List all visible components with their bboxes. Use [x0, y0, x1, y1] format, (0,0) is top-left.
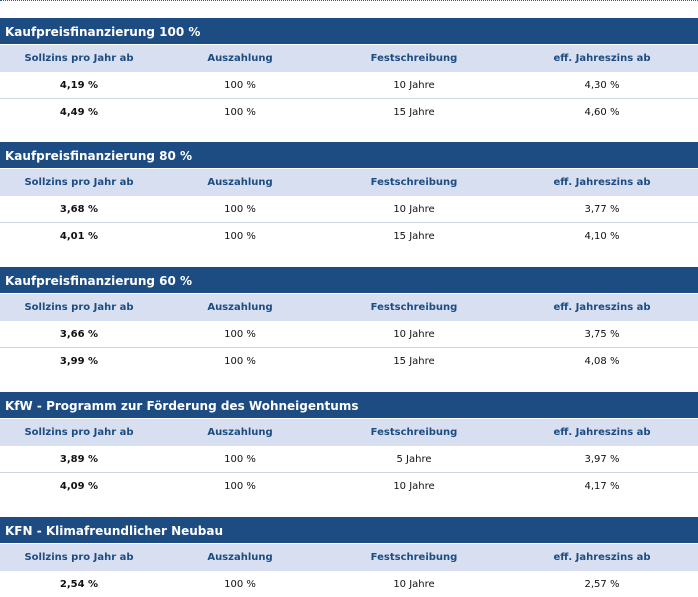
- col-eff-jahreszins: eff. Jahreszins ab: [553, 427, 651, 438]
- section-title: KFN - Klimafreundlicher Neubau: [0, 517, 698, 543]
- col-eff-jahreszins: eff. Jahreszins ab: [553, 302, 651, 313]
- col-sollzins: Sollzins pro Jahr ab: [24, 427, 134, 438]
- table-row: 4,19 % 100 % 10 Jahre 4,30 %: [0, 72, 698, 99]
- cell-sollzins: 4,09 %: [59, 480, 99, 492]
- rate-table-kfw: KfW - Programm zur Förderung des Wohneig…: [0, 392, 698, 499]
- cell-sollzins: 4,19 %: [59, 79, 99, 91]
- col-auszahlung: Auszahlung: [207, 177, 273, 188]
- table-header: Sollzins pro Jahr ab Auszahlung Festschr…: [0, 168, 698, 196]
- col-auszahlung: Auszahlung: [207, 302, 273, 313]
- section-title: Kaufpreisfinanzierung 100 %: [0, 18, 698, 44]
- cell-festschreibung: 10 Jahre: [393, 480, 435, 492]
- top-dotted-divider: [0, 0, 698, 4]
- col-festschreibung: Festschreibung: [370, 53, 458, 64]
- cell-auszahlung: 100 %: [224, 79, 256, 91]
- section-title: Kaufpreisfinanzierung 60 %: [0, 267, 698, 293]
- col-festschreibung: Festschreibung: [370, 427, 458, 438]
- table-header: Sollzins pro Jahr ab Auszahlung Festschr…: [0, 418, 698, 446]
- cell-auszahlung: 100 %: [224, 203, 256, 215]
- table-row: 3,66 % 100 % 10 Jahre 3,75 %: [0, 321, 698, 348]
- table-row: 4,01 % 100 % 15 Jahre 4,10 %: [0, 223, 698, 249]
- cell-auszahlung: 100 %: [224, 578, 256, 590]
- cell-festschreibung: 10 Jahre: [393, 578, 435, 590]
- table-row: 4,49 % 100 % 15 Jahre 4,60 %: [0, 99, 698, 125]
- cell-sollzins: 3,68 %: [59, 203, 99, 215]
- col-sollzins: Sollzins pro Jahr ab: [24, 302, 134, 313]
- cell-auszahlung: 100 %: [224, 328, 256, 340]
- table-row: 3,99 % 100 % 15 Jahre 4,08 %: [0, 348, 698, 374]
- cell-sollzins: 2,54 %: [59, 578, 99, 590]
- cell-auszahlung: 100 %: [224, 453, 256, 465]
- col-festschreibung: Festschreibung: [370, 552, 458, 563]
- cell-festschreibung: 10 Jahre: [393, 79, 435, 91]
- cell-eff-jahreszins: 2,57 %: [584, 578, 620, 590]
- cell-eff-jahreszins: 3,77 %: [584, 203, 620, 215]
- table-row: 4,09 % 100 % 10 Jahre 4,17 %: [0, 473, 698, 499]
- cell-eff-jahreszins: 3,97 %: [584, 453, 620, 465]
- col-eff-jahreszins: eff. Jahreszins ab: [553, 552, 651, 563]
- col-auszahlung: Auszahlung: [207, 53, 273, 64]
- cell-festschreibung: 15 Jahre: [393, 230, 435, 242]
- cell-eff-jahreszins: 4,60 %: [584, 106, 620, 118]
- table-row: 3,68 % 100 % 10 Jahre 3,77 %: [0, 196, 698, 223]
- cell-eff-jahreszins: 3,75 %: [584, 328, 620, 340]
- cell-festschreibung: 15 Jahre: [393, 355, 435, 367]
- cell-eff-jahreszins: 4,10 %: [584, 230, 620, 242]
- col-festschreibung: Festschreibung: [370, 302, 458, 313]
- table-header: Sollzins pro Jahr ab Auszahlung Festschr…: [0, 543, 698, 571]
- cell-festschreibung: 5 Jahre: [396, 453, 432, 465]
- rate-table-kaufpreis-80: Kaufpreisfinanzierung 80 % Sollzins pro …: [0, 142, 698, 249]
- cell-sollzins: 4,49 %: [59, 106, 99, 118]
- cell-festschreibung: 10 Jahre: [393, 328, 435, 340]
- cell-auszahlung: 100 %: [224, 480, 256, 492]
- col-sollzins: Sollzins pro Jahr ab: [24, 552, 134, 563]
- section-title: KfW - Programm zur Förderung des Wohneig…: [0, 392, 698, 418]
- cell-eff-jahreszins: 4,17 %: [584, 480, 620, 492]
- cell-sollzins: 4,01 %: [59, 230, 99, 242]
- cell-eff-jahreszins: 4,08 %: [584, 355, 620, 367]
- table-row: 3,89 % 100 % 5 Jahre 3,97 %: [0, 446, 698, 473]
- section-title: Kaufpreisfinanzierung 80 %: [0, 142, 698, 168]
- cell-auszahlung: 100 %: [224, 106, 256, 118]
- cell-auszahlung: 100 %: [224, 355, 256, 367]
- cell-auszahlung: 100 %: [224, 230, 256, 242]
- table-row: 2,54 % 100 % 10 Jahre 2,57 %: [0, 571, 698, 597]
- cell-festschreibung: 10 Jahre: [393, 203, 435, 215]
- cell-eff-jahreszins: 4,30 %: [584, 79, 620, 91]
- col-auszahlung: Auszahlung: [207, 427, 273, 438]
- rate-table-kaufpreis-60: Kaufpreisfinanzierung 60 % Sollzins pro …: [0, 267, 698, 374]
- col-auszahlung: Auszahlung: [207, 552, 273, 563]
- cell-sollzins: 3,89 %: [59, 453, 99, 465]
- table-header: Sollzins pro Jahr ab Auszahlung Festschr…: [0, 293, 698, 321]
- col-eff-jahreszins: eff. Jahreszins ab: [553, 53, 651, 64]
- cell-festschreibung: 15 Jahre: [393, 106, 435, 118]
- col-festschreibung: Festschreibung: [370, 177, 458, 188]
- col-eff-jahreszins: eff. Jahreszins ab: [553, 177, 651, 188]
- rate-table-kfn: KFN - Klimafreundlicher Neubau Sollzins …: [0, 517, 698, 597]
- col-sollzins: Sollzins pro Jahr ab: [24, 53, 134, 64]
- rate-table-kaufpreis-100: Kaufpreisfinanzierung 100 % Sollzins pro…: [0, 18, 698, 125]
- table-header: Sollzins pro Jahr ab Auszahlung Festschr…: [0, 44, 698, 72]
- cell-sollzins: 3,99 %: [59, 355, 99, 367]
- col-sollzins: Sollzins pro Jahr ab: [24, 177, 134, 188]
- cell-sollzins: 3,66 %: [59, 328, 99, 340]
